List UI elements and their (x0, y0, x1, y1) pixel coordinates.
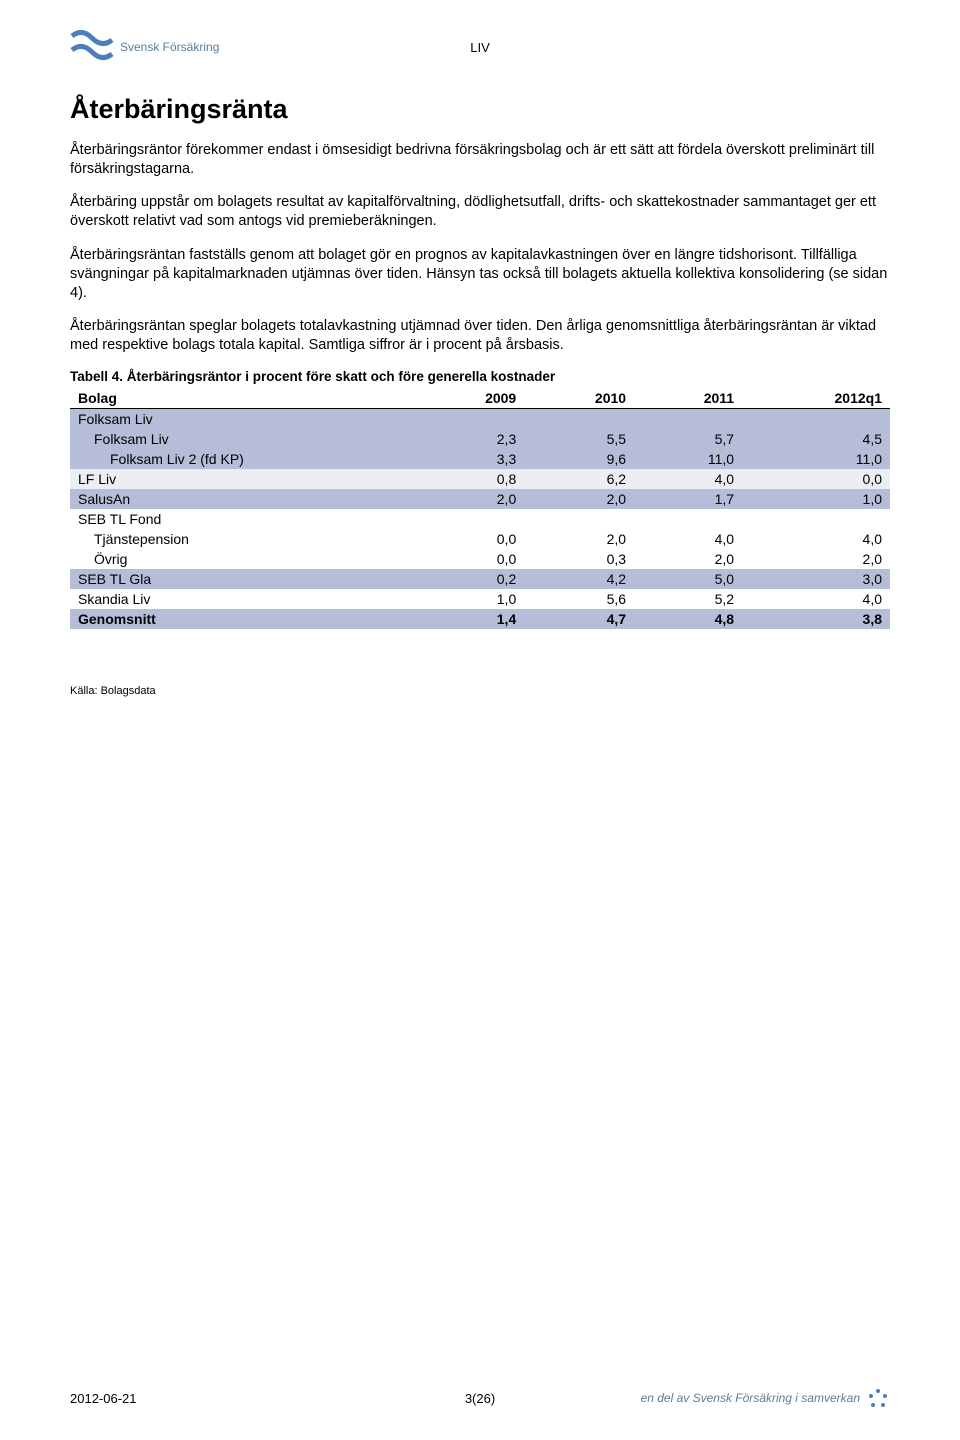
row-value (634, 409, 742, 430)
row-value: 2,3 (414, 429, 524, 449)
row-value: 2,0 (414, 489, 524, 509)
table-row: Folksam Liv 2 (fd KP)3,39,611,011,0 (70, 449, 890, 469)
row-value: 1,0 (742, 489, 890, 509)
table-header-row: Bolag 2009 2010 2011 2012q1 (70, 388, 890, 409)
row-value: 4,2 (524, 569, 634, 589)
row-value: 3,0 (742, 569, 890, 589)
row-value: 5,7 (634, 429, 742, 449)
data-table: Bolag 2009 2010 2011 2012q1 Folksam LivF… (70, 388, 890, 629)
row-value: 1,4 (414, 609, 524, 629)
row-value: 0,3 (524, 549, 634, 569)
row-value: 4,0 (634, 529, 742, 549)
page-footer: 2012-06-21 3(26) en del av Svensk Försäk… (70, 1386, 890, 1410)
row-value: 0,0 (414, 529, 524, 549)
footer-org-text: en del av Svensk Försäkring i samverkan (641, 1391, 860, 1405)
row-value: 4,0 (742, 589, 890, 609)
row-value (742, 409, 890, 430)
row-value: 4,0 (634, 469, 742, 489)
page-header: Svensk Försäkring LIV (70, 28, 890, 66)
table-row: Folksam Liv2,35,55,74,5 (70, 429, 890, 449)
col-header: 2011 (634, 388, 742, 409)
row-label: SEB TL Fond (70, 509, 414, 529)
table-row: LF Liv0,86,24,00,0 (70, 469, 890, 489)
row-label: Folksam Liv (70, 409, 414, 430)
body-paragraph: Återbäringsräntan fastställs genom att b… (70, 246, 890, 303)
source-label: Källa: Bolagsdata (70, 685, 890, 697)
row-value: 3,3 (414, 449, 524, 469)
row-value: 1,0 (414, 589, 524, 609)
body-paragraph: Återbäringsräntan speglar bolagets total… (70, 317, 890, 355)
logo-swirl-icon (70, 28, 114, 66)
row-value: 1,7 (634, 489, 742, 509)
table-row: Skandia Liv1,05,65,24,0 (70, 589, 890, 609)
col-header: 2010 (524, 388, 634, 409)
dots-icon (866, 1386, 890, 1410)
table-row: Tjänstepension0,02,04,04,0 (70, 529, 890, 549)
header-section-label: LIV (470, 40, 490, 55)
row-label: SalusAn (70, 489, 414, 509)
table-row: Folksam Liv (70, 409, 890, 430)
row-value: 5,2 (634, 589, 742, 609)
col-header: Bolag (70, 388, 414, 409)
table-caption: Tabell 4. Återbäringsräntor i procent fö… (70, 369, 890, 384)
table-row: SalusAn2,02,01,71,0 (70, 489, 890, 509)
row-value: 2,0 (524, 529, 634, 549)
row-label: Genomsnitt (70, 609, 414, 629)
footer-date: 2012-06-21 (70, 1391, 137, 1406)
row-value: 0,0 (742, 469, 890, 489)
body-paragraph: Återbäringsräntor förekommer endast i öm… (70, 141, 890, 179)
row-label: Övrig (70, 549, 414, 569)
row-value: 4,0 (742, 529, 890, 549)
body-paragraph: Återbäring uppstår om bolagets resultat … (70, 193, 890, 231)
row-label: Tjänstepension (70, 529, 414, 549)
row-label: Skandia Liv (70, 589, 414, 609)
row-label: Folksam Liv 2 (fd KP) (70, 449, 414, 469)
row-value: 0,8 (414, 469, 524, 489)
logo: Svensk Försäkring (70, 28, 219, 66)
row-value: 4,8 (634, 609, 742, 629)
table-row: Övrig0,00,32,02,0 (70, 549, 890, 569)
row-value: 5,6 (524, 589, 634, 609)
row-value: 0,2 (414, 569, 524, 589)
row-value: 5,5 (524, 429, 634, 449)
col-header: 2012q1 (742, 388, 890, 409)
row-value (524, 409, 634, 430)
row-value: 2,0 (742, 549, 890, 569)
table-row: SEB TL Gla0,24,25,03,0 (70, 569, 890, 589)
row-value (742, 509, 890, 529)
table-row: Genomsnitt1,44,74,83,8 (70, 609, 890, 629)
row-value: 11,0 (634, 449, 742, 469)
row-label: SEB TL Gla (70, 569, 414, 589)
row-value: 2,0 (634, 549, 742, 569)
row-value (414, 409, 524, 430)
row-value: 4,7 (524, 609, 634, 629)
row-value (524, 509, 634, 529)
row-value: 6,2 (524, 469, 634, 489)
row-value: 4,5 (742, 429, 890, 449)
footer-page-number: 3(26) (465, 1391, 495, 1406)
row-value: 11,0 (742, 449, 890, 469)
logo-text: Svensk Försäkring (120, 40, 219, 54)
row-label: Folksam Liv (70, 429, 414, 449)
row-value: 3,8 (742, 609, 890, 629)
row-value (634, 509, 742, 529)
row-value: 9,6 (524, 449, 634, 469)
row-label: LF Liv (70, 469, 414, 489)
table-row: SEB TL Fond (70, 509, 890, 529)
row-value: 0,0 (414, 549, 524, 569)
row-value (414, 509, 524, 529)
row-value: 5,0 (634, 569, 742, 589)
page-title: Återbäringsränta (70, 94, 890, 125)
col-header: 2009 (414, 388, 524, 409)
footer-org: en del av Svensk Försäkring i samverkan (641, 1386, 890, 1410)
row-value: 2,0 (524, 489, 634, 509)
